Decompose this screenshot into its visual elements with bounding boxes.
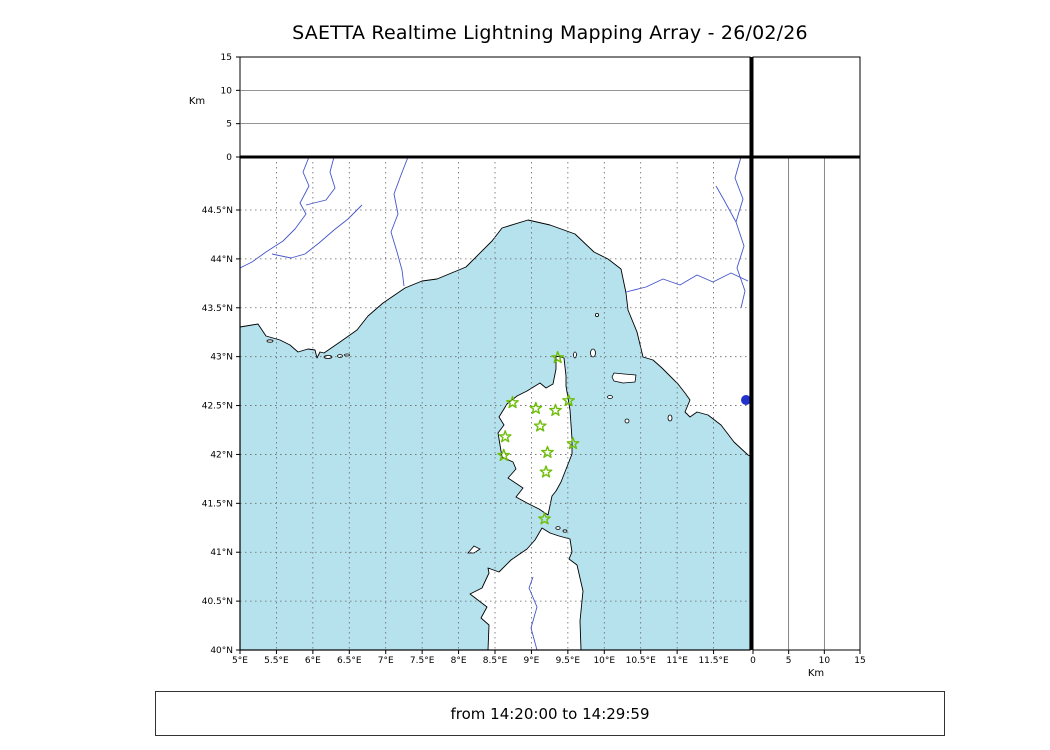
longitude-tick-label: 10°E bbox=[593, 656, 615, 666]
altitude-tick-label: 0 bbox=[750, 656, 756, 666]
station-marker bbox=[541, 445, 554, 458]
islet bbox=[667, 414, 673, 422]
latitude-tick-label: 42°N bbox=[210, 450, 233, 460]
top-right-panel bbox=[752, 56, 861, 158]
time-range-text: from 14:20:00 to 14:29:59 bbox=[450, 704, 650, 723]
station-marker bbox=[549, 403, 562, 416]
longitude-tick-label: 6.5°E bbox=[337, 656, 362, 666]
altitude-longitude-panel bbox=[239, 56, 751, 158]
islet bbox=[467, 545, 481, 554]
longitude-tick-label: 6°E bbox=[305, 656, 321, 666]
altitude-unit-label-bottom: Km bbox=[808, 668, 824, 679]
altitude-tick-label: 0 bbox=[226, 153, 232, 163]
latitude-tick-label: 44.5°N bbox=[202, 206, 233, 216]
latitude-tick-label: 42.5°N bbox=[202, 402, 233, 412]
latitude-tick-label: 43°N bbox=[210, 353, 233, 363]
altitude-tick-label: 15 bbox=[854, 656, 865, 666]
france-italy-landmass bbox=[240, 157, 750, 457]
station-marker bbox=[566, 437, 580, 450]
lake-bolsena bbox=[741, 395, 750, 405]
river bbox=[734, 157, 746, 309]
latitude-tick-label: 43.5°N bbox=[202, 304, 233, 314]
station-marker bbox=[533, 419, 547, 432]
station-markers bbox=[497, 350, 580, 525]
islet bbox=[595, 312, 600, 317]
latitude-tick-label: 41°N bbox=[210, 548, 233, 558]
islet bbox=[323, 355, 333, 359]
longitude-tick-label: 8°E bbox=[451, 656, 467, 666]
small-islands bbox=[266, 312, 673, 554]
station-marker bbox=[562, 394, 575, 407]
sardinia-island bbox=[469, 527, 584, 650]
station-marker bbox=[529, 401, 543, 414]
river bbox=[240, 157, 310, 269]
altitude-tick-label: 5 bbox=[786, 656, 792, 666]
figure-title: SAETTA Realtime Lightning Mapping Array … bbox=[292, 22, 808, 44]
longitude-tick-label: 10.5°E bbox=[626, 656, 657, 666]
river bbox=[715, 185, 737, 223]
altitude-tick-label: 15 bbox=[221, 53, 232, 63]
station-marker bbox=[551, 350, 565, 364]
longitude-tick-label: 7.5°E bbox=[410, 656, 435, 666]
islet bbox=[607, 395, 613, 399]
longitude-tick-label: 11.5°E bbox=[698, 656, 729, 666]
station-marker bbox=[539, 465, 553, 478]
river bbox=[271, 204, 363, 259]
latitude-tick-label: 40.5°N bbox=[202, 597, 233, 607]
islet bbox=[555, 526, 561, 530]
latitude-tick-label: 41.5°N bbox=[202, 499, 233, 509]
axis-ticks-and-labels: 5°E 5.5°E 6°E 6.5°E 7°E 7.5°E 8°E 8.5°E 9°E 9.5°E… bbox=[202, 53, 866, 666]
longitude-tick-label: 5.5°E bbox=[264, 656, 289, 666]
river bbox=[625, 272, 749, 293]
longitude-tick-label: 9°E bbox=[523, 656, 539, 666]
altitude-unit-label-left: Km bbox=[189, 96, 205, 107]
islet bbox=[573, 351, 577, 359]
islet bbox=[562, 529, 568, 533]
station-marker bbox=[498, 430, 512, 443]
altitude-tick-label: 10 bbox=[221, 86, 233, 96]
elba-island bbox=[611, 372, 637, 384]
station-marker bbox=[497, 448, 511, 461]
islet bbox=[590, 348, 596, 358]
islet bbox=[624, 418, 630, 424]
rivers bbox=[240, 157, 749, 650]
station-marker bbox=[538, 512, 551, 525]
longitude-tick-label: 8.5°E bbox=[483, 656, 508, 666]
altitude-tick-label: 10 bbox=[819, 656, 831, 666]
river bbox=[305, 157, 336, 206]
longitude-tick-label: 5°E bbox=[232, 656, 248, 666]
station-marker bbox=[506, 395, 519, 409]
latitude-tick-label: 44°N bbox=[210, 255, 233, 265]
longitude-tick-label: 11°E bbox=[666, 656, 688, 666]
latitude-tick-label: 40°N bbox=[210, 646, 233, 656]
time-range-box: from 14:20:00 to 14:29:59 bbox=[155, 691, 945, 736]
islet bbox=[266, 339, 274, 343]
river bbox=[528, 576, 538, 650]
altitude-tick-label: 5 bbox=[226, 120, 232, 130]
islet bbox=[344, 353, 350, 357]
river bbox=[390, 157, 409, 287]
longitude-tick-label: 7°E bbox=[378, 656, 394, 666]
altitude-latitude-panel bbox=[752, 156, 861, 651]
altitude-reference-lines bbox=[240, 89, 825, 650]
longitude-tick-label: 9.5°E bbox=[556, 656, 581, 666]
map-panel bbox=[240, 157, 750, 650]
